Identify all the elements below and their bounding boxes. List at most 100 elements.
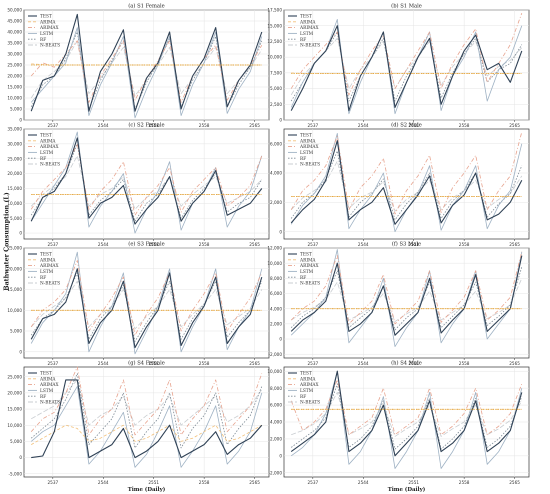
panel-8: (h) S4 Male -2,000 0 2,000 4,000 6,000 8,000 10… [267,360,530,485]
legend-label: RF [40,157,46,162]
series-line-arimax [30,143,263,216]
legend-label: LSTM [300,151,314,156]
legend-label: LSTM [300,270,314,275]
y-tick-label: 4,000 [270,306,282,311]
y-tick-label: 10,000 [7,96,22,101]
x-axis-label: Time (Daily) [128,486,166,493]
y-tick-label: 15,000 [7,186,22,191]
y-tick-label: 2,000 [270,321,282,326]
series-line-test [290,140,523,225]
x-tick-label: 2551 [148,123,159,128]
y-tick-label: 10,000 [7,201,22,206]
panel-title: (e) S3 Female [128,241,164,248]
y-tick-label: 20,000 [7,171,22,176]
legend-label: ARIMAX [39,383,60,388]
y-tick-label: 0 [19,231,22,236]
series-line-test [30,268,263,349]
y-tick-label: 2,500 [270,102,282,107]
series-line-test [290,370,523,457]
y-tick-label: 15,000 [7,287,22,292]
panel-frame [283,128,530,240]
y-tick-label: 7,500 [270,70,282,75]
legend-label: RF [40,276,46,281]
x-tick-label: 2558 [199,123,210,128]
panel-6: (f) S3 Male -2,000 0 2,000 4,000 6,000 8,000 10… [267,241,530,366]
series-line-n-beats [290,160,523,212]
y-tick-label: 10,000 [267,369,282,374]
y-tick-label: 50,000 [7,8,22,13]
y-tick-label: 25,000 [7,63,22,68]
y-tick-label: 20,000 [7,390,22,395]
x-tick-label: 2565 [249,361,260,366]
y-tick-label: 30,000 [7,141,22,146]
y-tick-label: -2,000 [269,352,283,357]
series-line-test [31,379,263,459]
x-tick-label: 2537 [47,480,58,485]
panel-frame [23,247,270,359]
legend-label: N-BEATS [300,401,320,406]
y-tick-label: 20,000 [7,266,22,271]
y-tick-label: 2,000 [270,437,282,442]
y-tick-label: 4,000 [270,420,282,425]
series-line-arimax [30,260,263,336]
x-tick-label: 2565 [249,123,260,128]
y-tick-label: 45,000 [7,19,22,24]
y-tick-label: 6,000 [270,141,282,146]
series-line-arimax [290,379,523,436]
y-tick-label: 0 [19,118,22,123]
legend-label: LSTM [40,32,54,37]
legend-label: TEST [300,134,312,139]
panel-title: (a) S1 Female [128,3,164,10]
y-tick-label: 25,000 [7,374,22,379]
panel-4: (d) S2 Male 0 2,000 4,000 6,000 2537 2544 2551 2… [270,122,530,247]
legend-label: N-BEATS [40,44,60,49]
series-line-n-beats [30,40,263,99]
x-tick-label: 2544 [358,480,369,485]
y-tick-label: 10,000 [7,423,22,428]
y-tick-label: 10,000 [267,55,282,60]
series-line-arima [31,424,262,445]
legend-label: ARIMAX [299,383,320,388]
series-line-test [30,137,263,225]
y-tick-label: 25,000 [7,156,22,161]
x-tick-label: 2537 [47,242,58,247]
legend-label: LSTM [40,270,54,275]
x-tick-label: 2537 [47,123,58,128]
legend-label: RF [40,395,46,400]
panel-2: (b) S1 Male 0 2,500 5,000 7,500 10,000 12,500 1… [267,3,530,128]
y-tick-label: 30,000 [7,52,22,57]
x-tick-label: 2544 [98,242,109,247]
series-line-arimax [290,131,523,215]
x-tick-label: 2551 [148,361,159,366]
y-tick-label: 10,000 [267,261,282,266]
x-tick-label: 2551 [148,242,159,247]
y-tick-label: 12,000 [267,246,282,251]
panel-title: (h) S4 Male [391,360,422,367]
legend-label: N-BEATS [300,163,320,168]
legend-label: ARIMAX [299,264,320,269]
legend-label: N-BEATS [40,401,60,406]
legend-label: LSTM [40,389,54,394]
y-tick-label: 0 [279,229,282,234]
y-tick-label: 5,000 [10,216,22,221]
series-line-rf [30,373,263,449]
legend-label: N-BEATS [300,282,320,287]
panel-7: (g) S4 Female -5,000 0 5,000 10,000 15,000 20,… [7,360,270,485]
legend-label: LSTM [40,151,54,156]
legend-label: RF [300,157,306,162]
y-tick-label: 0 [19,349,22,354]
y-tick-label: 8,000 [270,386,282,391]
series-line-arimax [30,366,263,436]
global-y-axis-label: Bathwater Consumption (L) [3,192,11,291]
series-line-rf [290,150,523,221]
series-line-test [290,255,523,336]
y-tick-label: 5,000 [10,439,22,444]
y-tick-label: 5,000 [270,86,282,91]
x-tick-label: 2544 [98,123,109,128]
series-line-lstm [30,27,263,119]
y-tick-label: 15,000 [267,23,282,28]
y-tick-label: 25,000 [7,246,22,251]
